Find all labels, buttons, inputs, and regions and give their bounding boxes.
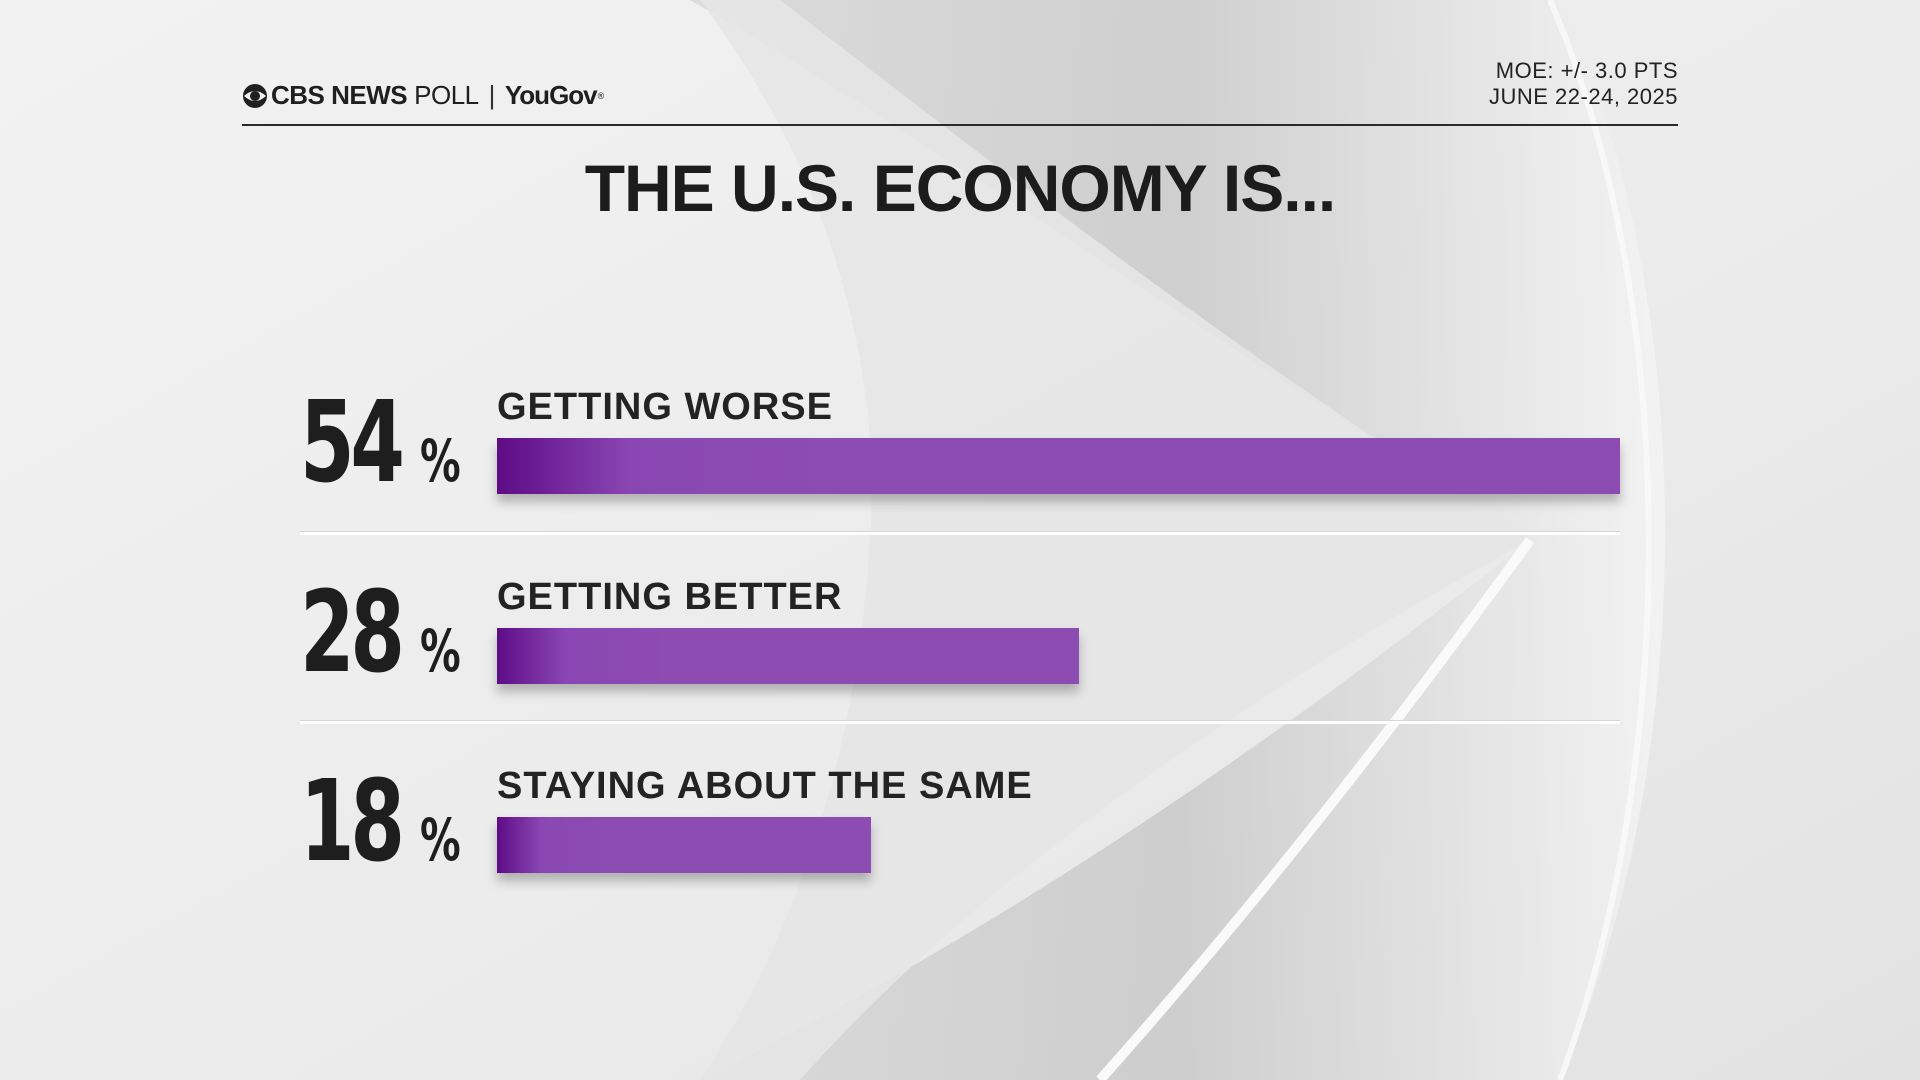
moe-text: MOE: +/- 3.0 PTS [1495, 58, 1678, 83]
chart-title: THE U.S. ECONOMY IS... [584, 151, 1337, 225]
cbs-eye-icon [243, 83, 267, 108]
brand-registered-mark: ® [597, 90, 605, 101]
bar-staying-same [497, 817, 871, 873]
poll-meta: MOE: +/- 3.0 PTS JUNE 22-24, 2025 [1489, 58, 1678, 110]
percent-value: 28 [300, 568, 405, 698]
brand-cbs-text: CBS NEWS [271, 80, 408, 110]
percent-sign: % [420, 617, 461, 685]
chart-row-getting-worse: 54 % GETTING WORSE [300, 378, 1620, 538]
chart-row-staying-same: 18 % STAYING ABOUT THE SAME [300, 757, 1620, 917]
bar-getting-better [497, 628, 1079, 684]
poll-date: JUNE 22-24, 2025 [1489, 84, 1678, 109]
chart-row-getting-better: 28 % GETTING BETTER [300, 568, 1620, 728]
percent-sign: % [420, 427, 461, 495]
brand-logo: CBS NEWS POLL | YouGov ® [242, 80, 604, 111]
header: CBS NEWS POLL | YouGov ® MOE: +/- 3.0 PT… [242, 58, 1678, 126]
brand-separator: | [488, 80, 496, 110]
brand-yougov-text: YouGov [504, 80, 598, 110]
data-label: 28 % [300, 568, 490, 698]
percent-value: 54 [300, 378, 405, 508]
category-label: GETTING WORSE [497, 386, 833, 428]
data-label: 18 % [300, 757, 490, 887]
row-divider [300, 720, 1620, 724]
bar-getting-worse [497, 438, 1620, 494]
category-label: STAYING ABOUT THE SAME [497, 765, 1033, 807]
percent-sign: % [420, 806, 461, 874]
category-label: GETTING BETTER [497, 576, 843, 618]
row-divider [300, 531, 1620, 535]
percent-value: 18 [300, 757, 405, 887]
data-label: 54 % [300, 378, 490, 508]
brand-poll-text: POLL [414, 80, 479, 110]
